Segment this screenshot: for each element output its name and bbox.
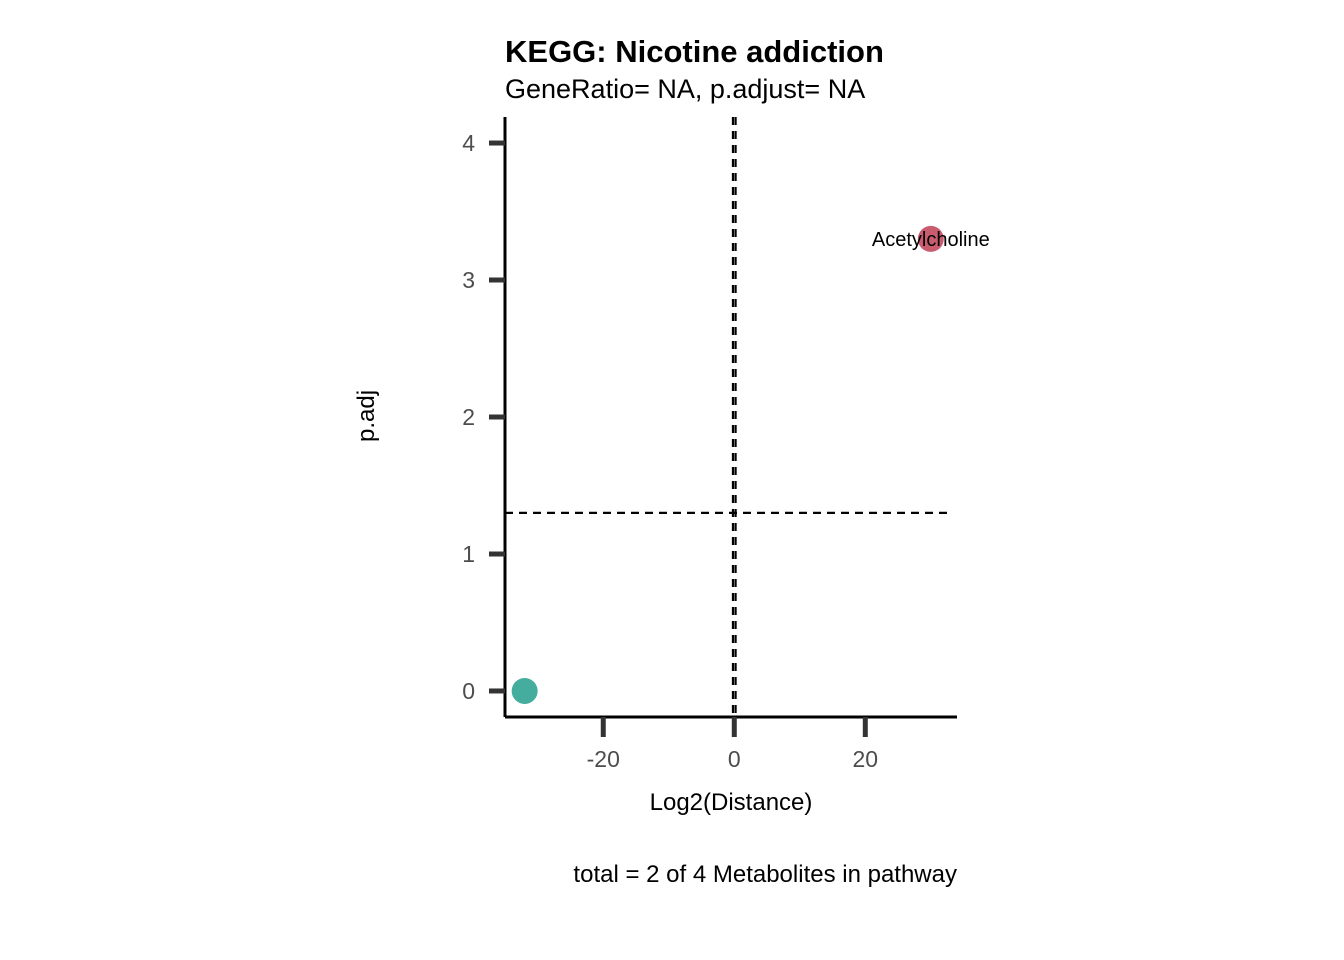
chart-caption: total = 2 of 4 Metabolites in pathway xyxy=(573,861,957,888)
y-axis-ticks: 0 1 2 3 4 xyxy=(462,130,505,704)
y-tick-label-0: 0 xyxy=(462,678,475,704)
y-tick-label-4: 4 xyxy=(462,130,475,156)
x-axis-label: Log2(Distance) xyxy=(650,789,813,816)
y-tick-label-2: 2 xyxy=(462,404,475,430)
chart-title: KEGG: Nicotine addiction xyxy=(505,34,884,69)
x-tick-label-2: 20 xyxy=(852,746,878,772)
data-point-0 xyxy=(511,677,538,704)
data-point-1 xyxy=(917,225,944,252)
y-tick-label-1: 1 xyxy=(462,541,475,567)
axes xyxy=(503,117,957,719)
x-axis-ticks: -20 0 20 xyxy=(587,717,878,772)
x-tick-label-1: 0 xyxy=(728,746,741,772)
chart-subtitle: GeneRatio= NA, p.adjust= NA xyxy=(505,74,865,104)
reference-lines xyxy=(505,117,951,717)
point-label-1: Acetylcholine xyxy=(872,229,990,251)
point-labels: Acetylcholine xyxy=(872,229,990,251)
x-tick-label-0: -20 xyxy=(587,746,620,772)
y-tick-label-3: 3 xyxy=(462,267,475,293)
data-points xyxy=(511,225,944,704)
y-axis-label: p.adj xyxy=(353,390,380,442)
